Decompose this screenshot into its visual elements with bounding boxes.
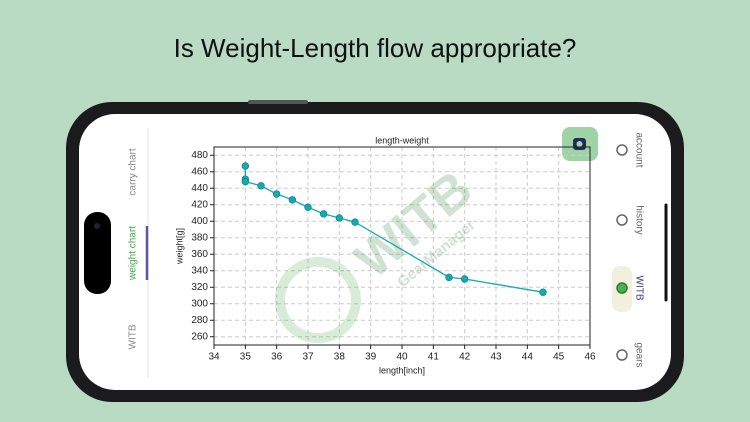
x-tick-label: 42 bbox=[459, 352, 471, 363]
side-tab[interactable]: carry chart bbox=[128, 148, 139, 195]
plot-frame bbox=[213, 146, 591, 346]
nav-label[interactable]: account bbox=[633, 132, 644, 167]
point bbox=[257, 182, 265, 190]
x-tick-label: 38 bbox=[334, 352, 346, 363]
x-tick-label: 45 bbox=[553, 352, 565, 363]
x-axis-label: length[inch] bbox=[379, 365, 425, 375]
x-tick-label: 46 bbox=[584, 352, 596, 363]
y-tick-label: 300 bbox=[191, 298, 208, 309]
point bbox=[319, 210, 328, 218]
nav-label[interactable]: gears bbox=[633, 342, 644, 367]
x-tick-label: 37 bbox=[302, 352, 314, 363]
y-tick-label: 400 bbox=[191, 216, 208, 227]
point bbox=[272, 190, 281, 198]
point bbox=[288, 196, 297, 204]
nav-label[interactable]: history bbox=[633, 205, 644, 234]
nav-label[interactable]: WITB bbox=[633, 276, 644, 301]
export-icon-lens bbox=[576, 141, 583, 147]
x-tick-label: 41 bbox=[428, 352, 440, 363]
point bbox=[335, 214, 344, 222]
phone-screen bbox=[79, 114, 671, 390]
y-tick-label: 480 bbox=[191, 150, 208, 161]
chart-title: length-weight bbox=[375, 135, 429, 145]
watermark-ring bbox=[275, 257, 361, 343]
y-tick-label: 380 bbox=[191, 232, 208, 243]
y-tick-label: 460 bbox=[191, 166, 208, 177]
y-axis-label: weight[g] bbox=[174, 228, 184, 265]
point bbox=[351, 218, 359, 226]
side-tab[interactable]: WITB bbox=[128, 324, 139, 349]
point bbox=[445, 273, 453, 282]
x-tick-label: 39 bbox=[365, 352, 377, 363]
nav-icon bbox=[616, 214, 628, 226]
phone-button bbox=[248, 100, 308, 104]
point bbox=[241, 162, 250, 170]
point bbox=[460, 275, 469, 283]
point bbox=[304, 203, 312, 211]
x-tick-label: 36 bbox=[271, 352, 283, 363]
y-tick-label: 280 bbox=[191, 315, 208, 326]
point bbox=[539, 288, 547, 296]
camera bbox=[94, 223, 100, 229]
y-tick-label: 420 bbox=[191, 199, 208, 210]
y-tick-label: 440 bbox=[191, 183, 208, 194]
point bbox=[241, 177, 250, 186]
side-tab[interactable]: weight chart bbox=[128, 226, 139, 281]
x-tick-label: 35 bbox=[240, 352, 252, 363]
x-tick-label: 34 bbox=[208, 352, 220, 363]
nav-icon bbox=[616, 144, 628, 156]
y-tick-label: 340 bbox=[191, 265, 208, 276]
dynamic-island bbox=[84, 212, 111, 294]
y-tick-label: 360 bbox=[191, 249, 208, 260]
nav-icon bbox=[616, 349, 628, 361]
y-tick-label: 320 bbox=[191, 282, 208, 293]
nav-icon bbox=[616, 282, 628, 294]
headline: Is Weight-Length flow appropriate? bbox=[174, 33, 577, 63]
x-tick-label: 43 bbox=[490, 352, 502, 363]
x-tick-label: 44 bbox=[522, 352, 534, 363]
x-tick-label: 40 bbox=[396, 352, 408, 363]
y-tick-label: 260 bbox=[191, 331, 208, 342]
